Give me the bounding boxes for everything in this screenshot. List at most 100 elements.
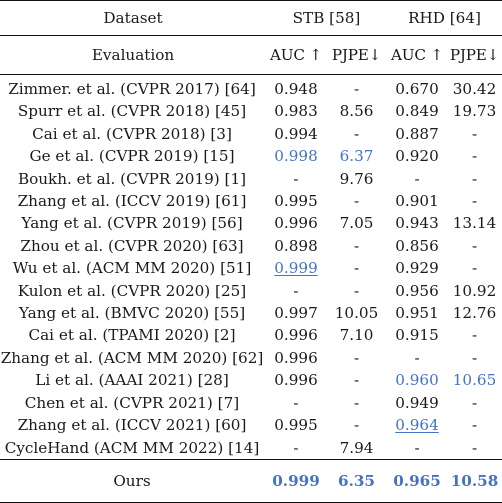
method-name: Kulon et al. (CVPR 2020) [25]: [17, 281, 247, 300]
stb-auc-cell: 0.996: [274, 326, 318, 345]
rhd-auc-cell: 0.929: [395, 259, 439, 278]
stb-pjpe-cell: -: [353, 124, 360, 143]
rhd-auc-cell: -: [414, 348, 420, 367]
rhd-auc-cell: -: [414, 438, 420, 457]
rhd-pjpe-cell: 13.14: [452, 214, 497, 233]
table-row: Ge et al. (CVPR 2019) [15] 0.998 6.37 0.920…: [0, 145, 502, 167]
rhd-pjpe-cell: 19.73: [452, 102, 497, 121]
stb-group-label: STB [58]: [292, 9, 361, 27]
table-row: Cai et al. (TPAMI 2020) [2] 0.996 7.10 0.91…: [0, 324, 502, 346]
table-row: Chen et al. (CVPR 2021) [7] - - 0.949 -: [0, 392, 502, 414]
rhd-pjpe-header: PJPE↓: [447, 35, 502, 75]
table-row: Spurr et al. (CVPR 2018) [45] 0.983 8.56 0.…: [0, 100, 502, 122]
rhd-auc-cell: 0.856: [395, 236, 439, 255]
stb-auc-cell: -: [293, 393, 299, 412]
stb-pjpe-cell: -: [353, 236, 360, 255]
stb-pjpe-cell: -: [353, 259, 360, 278]
stb-pjpe-cell: 9.76: [339, 169, 374, 188]
stb-auc-cell: 0.995: [274, 416, 318, 435]
rhd-pjpe-cell: -: [471, 124, 478, 143]
stb-pjpe-cell: 10.05: [334, 304, 379, 323]
method-name: Zhang et al. (ACM MM 2020) [62]: [0, 348, 264, 367]
rhd-auc-header: AUC ↑: [387, 35, 448, 75]
stb-auc-cell: 0.996: [274, 214, 318, 233]
rhd-auc-cell: 0.901: [395, 192, 439, 211]
ours-rhd-pjpe: 10.58: [447, 458, 502, 503]
dataset-header: Dataset: [0, 0, 266, 36]
rhd-auc-cell: 0.920: [395, 147, 439, 166]
rhd-auc-cell: 0.964: [387, 414, 447, 436]
stb-auc-header: AUC ↑: [266, 35, 326, 75]
method-name: Zimmer. et al. (CVPR 2017) [64]: [0, 74, 266, 101]
rhd-group-header: RHD [64]: [387, 0, 502, 36]
rhd-auc-cell: 0.915: [395, 326, 439, 345]
method-name: Spurr et al. (CVPR 2018) [45]: [17, 102, 247, 121]
method-name: Zhang et al. (ICCV 2021) [60]: [17, 416, 247, 435]
rhd-pjpe-cell: -: [471, 147, 478, 166]
stb-pjpe-cell: 7.10: [339, 326, 374, 345]
rhd-auc-cell: 0.956: [395, 281, 439, 300]
stb-auc-cell: -: [293, 169, 299, 188]
rhd-pjpe-cell: -: [471, 169, 478, 188]
rhd-auc-cell: 0.670: [387, 74, 448, 101]
stb-pjpe-cell: -: [353, 348, 360, 367]
table-row: Zimmer. et al. (CVPR 2017) [64] 0.948-0.6…: [0, 74, 502, 101]
table-row: Zhang et al. (ICCV 2021) [60] 0.995 - 0.964…: [0, 414, 502, 436]
method-name: Ours: [0, 458, 266, 503]
stb-auc-cell: 0.996: [274, 348, 318, 367]
ours-row: Ours 0.999 6.35 0.965 10.58: [0, 458, 502, 503]
stb-pjpe-cell: 6.37: [339, 147, 374, 166]
method-name: Zhou et al. (CVPR 2020) [63]: [20, 236, 244, 255]
table-row: Yang et al. (BMVC 2020) [55] 0.997 10.05 0.…: [0, 302, 502, 324]
rhd-pjpe-cell: -: [471, 438, 478, 457]
stb-pjpe-cell: 8.56: [339, 102, 374, 121]
stb-auc-cell: 0.999: [266, 257, 326, 279]
method-name: Li et al. (AAAI 2021) [28]: [35, 371, 229, 390]
header-row-metrics: Evaluation AUC ↑ PJPE↓ AUC ↑ PJPE↓: [0, 35, 502, 75]
table-row: Yang et al. (CVPR 2019) [56] 0.996 7.05 0.9…: [0, 212, 502, 234]
stb-group-header: STB [58]: [266, 0, 388, 36]
rhd-auc-cell: -: [414, 169, 420, 188]
second-best-value: 0.964: [395, 416, 439, 435]
method-name: CycleHand (ACM MM 2022) [14]: [4, 438, 260, 457]
stb-pjpe-cell: -: [353, 416, 360, 435]
ours-section: Ours 0.999 6.35 0.965 10.58: [0, 458, 502, 503]
method-name: Cai et al. (TPAMI 2020) [2]: [28, 326, 236, 345]
stb-auc-cell: -: [293, 438, 299, 457]
table-row: Wu et al. (ACM MM 2020) [51] 0.999 - 0.929 -: [0, 257, 502, 279]
stb-auc-cell: 0.994: [274, 124, 318, 143]
rhd-auc-cell: 0.949: [395, 393, 439, 412]
stb-pjpe-cell: 7.05: [339, 214, 374, 233]
rhd-auc-cell: 0.849: [395, 102, 439, 121]
table-row: Zhang et al. (ACM MM 2020) [62] 0.996 - - -: [0, 347, 502, 369]
table-row: Zhang et al. (ICCV 2019) [61] 0.995 - 0.901…: [0, 190, 502, 212]
stb-auc-cell: 0.898: [274, 236, 318, 255]
rhd-pjpe-cell: 12.76: [452, 304, 497, 323]
rhd-pjpe-cell: 10.92: [452, 281, 497, 300]
method-name: Boukh. et al. (CVPR 2019) [1]: [17, 169, 247, 188]
method-name: Wu et al. (ACM MM 2020) [51]: [12, 259, 252, 278]
method-name: Yang et al. (CVPR 2019) [56]: [21, 214, 243, 233]
rhd-pjpe-cell: -: [471, 259, 478, 278]
rhd-pjpe-cell: -: [471, 416, 478, 435]
rhd-auc-cell: 0.943: [395, 214, 439, 233]
ours-rhd-auc: 0.965: [387, 458, 448, 503]
stb-auc-cell: -: [293, 281, 299, 300]
rhd-pjpe-cell: -: [471, 326, 478, 345]
evaluation-header: Evaluation: [0, 35, 266, 75]
stb-pjpe-cell: -: [353, 393, 360, 412]
table-row: Zhou et al. (CVPR 2020) [63] 0.898 - 0.856 -: [0, 235, 502, 257]
rhd-pjpe-cell: -: [471, 393, 478, 412]
table-row: Boukh. et al. (CVPR 2019) [1] - 9.76 - -: [0, 168, 502, 190]
stb-pjpe-cell: -: [353, 281, 360, 300]
stb-pjpe-cell: -: [326, 74, 388, 101]
rhd-auc-cell: 0.951: [395, 304, 439, 323]
table-row: CycleHand (ACM MM 2022) [14] - 7.94 - -: [0, 437, 502, 460]
rhd-auc-cell: 0.960: [395, 371, 439, 390]
method-name: Cai et al. (CVPR 2018) [3]: [32, 124, 232, 143]
rhd-pjpe-cell: -: [471, 348, 478, 367]
table-row: Li et al. (AAAI 2021) [28] 0.996 - 0.960 10.…: [0, 369, 502, 391]
stb-auc-cell: 0.998: [274, 147, 318, 166]
method-name: Ge et al. (CVPR 2019) [15]: [29, 147, 235, 166]
